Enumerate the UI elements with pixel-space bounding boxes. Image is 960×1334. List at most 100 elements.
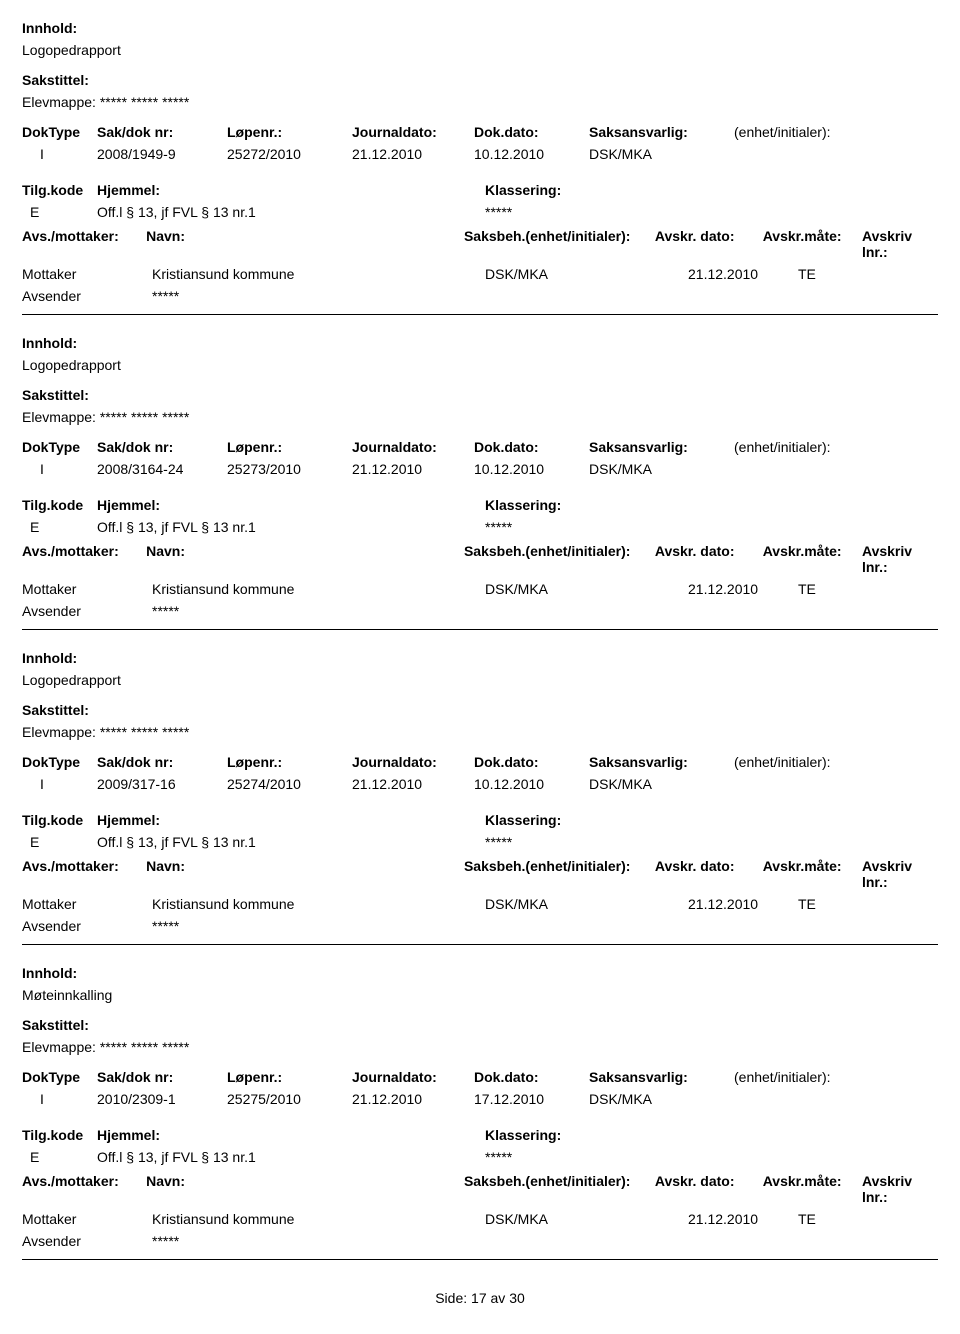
sakstittel-value: Elevmappe: ***** ***** ***** — [22, 724, 938, 740]
avsender-row: Avsender ***** — [22, 603, 938, 619]
header-row-3: Avs./mottaker: Navn: Saksbeh.(enhet/init… — [22, 543, 938, 575]
avskrmate-header: Avskr.måte: — [763, 1173, 862, 1205]
tilgkode-header: Tilg.kode — [22, 497, 97, 513]
mottaker-row: Mottaker Kristiansund kommune DSK/MKA 21… — [22, 581, 938, 597]
header-row-1: DokType Sak/dok nr: Løpenr.: Journaldato… — [22, 439, 938, 455]
value-row-1: I 2010/2309-1 25275/2010 21.12.2010 17.1… — [22, 1091, 938, 1107]
navn-header: Navn: — [146, 543, 464, 575]
doktype-value: I — [22, 146, 97, 162]
sakdoknr-header: Sak/dok nr: — [97, 754, 227, 770]
avskrdato-header: Avskr. dato: — [655, 1173, 763, 1205]
avsender-label: Avsender — [22, 1233, 152, 1249]
lopenr-value: 25272/2010 — [227, 146, 352, 162]
doktype-header: DokType — [22, 439, 97, 455]
saksansvarlig-header: Saksansvarlig: — [589, 1069, 734, 1085]
enhetinit-header: (enhet/initialer): — [734, 1069, 894, 1085]
avskrmate-header: Avskr.måte: — [763, 543, 862, 575]
avskrivlnr-header: Avskriv lnr.: — [862, 228, 938, 260]
mottaker-label: Mottaker — [22, 896, 152, 912]
navn-header: Navn: — [146, 228, 464, 260]
tilgkode-header: Tilg.kode — [22, 182, 97, 198]
innhold-label: Innhold: — [22, 335, 938, 351]
avsmottaker-header: Avs./mottaker: — [22, 1173, 146, 1205]
journaldato-value: 21.12.2010 — [352, 146, 474, 162]
dokdato-value: 10.12.2010 — [474, 146, 589, 162]
page-sep: av — [491, 1290, 506, 1306]
innhold-value: Møteinnkalling — [22, 987, 938, 1003]
saksansvarlig-header: Saksansvarlig: — [589, 439, 734, 455]
dokdato-value: 10.12.2010 — [474, 461, 589, 477]
hjemmel-value: Off.l § 13, jf FVL § 13 nr.1 — [97, 519, 485, 535]
sakdoknr-header: Sak/dok nr: — [97, 124, 227, 140]
hjemmel-value: Off.l § 13, jf FVL § 13 nr.1 — [97, 1149, 485, 1165]
doktype-header: DokType — [22, 1069, 97, 1085]
record-separator — [22, 1259, 938, 1260]
record-separator — [22, 314, 938, 315]
tilgkode-value: E — [22, 834, 97, 850]
mottaker-saksbeh: DSK/MKA — [485, 1211, 688, 1227]
mottaker-avskrmate: TE — [798, 266, 816, 282]
klassering-header: Klassering: — [485, 497, 561, 513]
journaldato-value: 21.12.2010 — [352, 461, 474, 477]
saksansvarlig-header: Saksansvarlig: — [589, 754, 734, 770]
mottaker-row: Mottaker Kristiansund kommune DSK/MKA 21… — [22, 266, 938, 282]
journaldato-value: 21.12.2010 — [352, 776, 474, 792]
navn-header: Navn: — [146, 858, 464, 890]
header-row-2: Tilg.kode Hjemmel: Klassering: — [22, 497, 938, 513]
sakdoknr-value: 2010/2309-1 — [97, 1091, 227, 1107]
avsender-navn: ***** — [152, 603, 485, 619]
mottaker-saksbeh: DSK/MKA — [485, 896, 688, 912]
saksbeh-header: Saksbeh.(enhet/initialer): — [464, 1173, 655, 1205]
mottaker-navn: Kristiansund kommune — [152, 896, 485, 912]
header-row-2: Tilg.kode Hjemmel: Klassering: — [22, 1127, 938, 1143]
hjemmel-value: Off.l § 13, jf FVL § 13 nr.1 — [97, 204, 485, 220]
avskrdato-header: Avskr. dato: — [655, 543, 763, 575]
avsender-label: Avsender — [22, 603, 152, 619]
sakstittel-label: Sakstittel: — [22, 1017, 938, 1033]
mottaker-label: Mottaker — [22, 581, 152, 597]
lopenr-value: 25274/2010 — [227, 776, 352, 792]
journaldato-header: Journaldato: — [352, 124, 474, 140]
sakstittel-value: Elevmappe: ***** ***** ***** — [22, 409, 938, 425]
klassering-value: ***** — [485, 204, 512, 220]
enhetinit-header: (enhet/initialer): — [734, 439, 894, 455]
tilgkode-value: E — [22, 1149, 97, 1165]
mottaker-avskrdato: 21.12.2010 — [688, 1211, 798, 1227]
header-row-3: Avs./mottaker: Navn: Saksbeh.(enhet/init… — [22, 858, 938, 890]
journaldato-header: Journaldato: — [352, 754, 474, 770]
lopenr-value: 25275/2010 — [227, 1091, 352, 1107]
value-row-1: I 2008/3164-24 25273/2010 21.12.2010 10.… — [22, 461, 938, 477]
avskrivlnr-header: Avskriv lnr.: — [862, 1173, 938, 1205]
lopenr-header: Løpenr.: — [227, 439, 352, 455]
hjemmel-header: Hjemmel: — [97, 497, 485, 513]
doktype-value: I — [22, 776, 97, 792]
sakdoknr-header: Sak/dok nr: — [97, 439, 227, 455]
avskrmate-header: Avskr.måte: — [763, 858, 862, 890]
klassering-value: ***** — [485, 834, 512, 850]
avsender-navn: ***** — [152, 288, 485, 304]
journal-record: Innhold: Logopedrapport Sakstittel: Elev… — [22, 650, 938, 945]
navn-header: Navn: — [146, 1173, 464, 1205]
saksansvarlig-header: Saksansvarlig: — [589, 124, 734, 140]
avsender-row: Avsender ***** — [22, 1233, 938, 1249]
mottaker-avskrdato: 21.12.2010 — [688, 896, 798, 912]
innhold-value: Logopedrapport — [22, 42, 938, 58]
value-row-2: E Off.l § 13, jf FVL § 13 nr.1 ***** — [22, 834, 938, 850]
mottaker-row: Mottaker Kristiansund kommune DSK/MKA 21… — [22, 1211, 938, 1227]
value-row-2: E Off.l § 13, jf FVL § 13 nr.1 ***** — [22, 204, 938, 220]
mottaker-navn: Kristiansund kommune — [152, 581, 485, 597]
avskrdato-header: Avskr. dato: — [655, 858, 763, 890]
mottaker-navn: Kristiansund kommune — [152, 266, 485, 282]
saksansvarlig-value: DSK/MKA — [589, 461, 734, 477]
lopenr-header: Løpenr.: — [227, 1069, 352, 1085]
journal-record: Innhold: Logopedrapport Sakstittel: Elev… — [22, 335, 938, 630]
innhold-label: Innhold: — [22, 20, 938, 36]
header-row-1: DokType Sak/dok nr: Løpenr.: Journaldato… — [22, 1069, 938, 1085]
sakstittel-value: Elevmappe: ***** ***** ***** — [22, 94, 938, 110]
avsender-navn: ***** — [152, 918, 485, 934]
klassering-header: Klassering: — [485, 1127, 561, 1143]
mottaker-avskrmate: TE — [798, 896, 816, 912]
side-label: Side: — [435, 1290, 467, 1306]
lopenr-header: Løpenr.: — [227, 754, 352, 770]
value-row-2: E Off.l § 13, jf FVL § 13 nr.1 ***** — [22, 519, 938, 535]
